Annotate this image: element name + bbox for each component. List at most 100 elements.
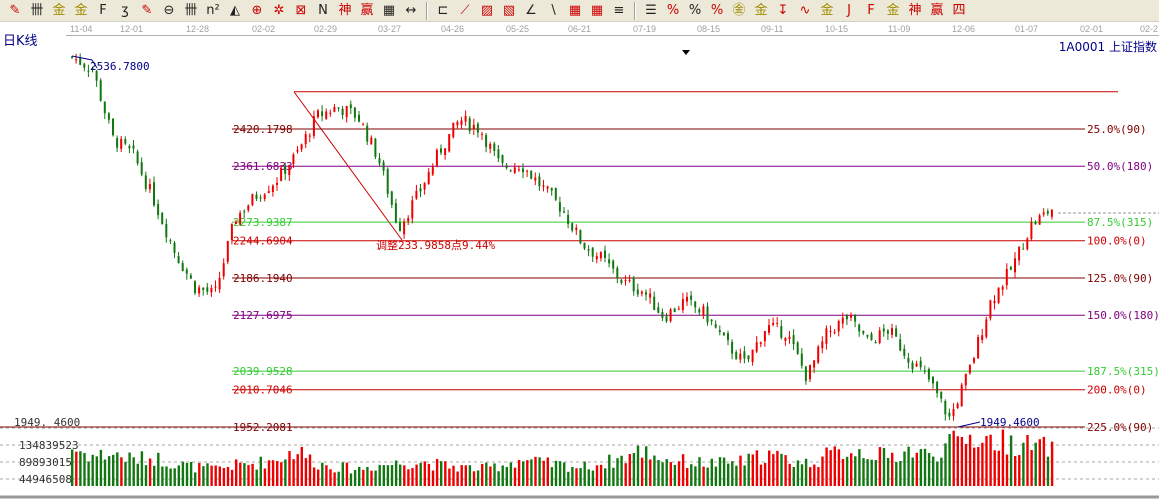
spiral-icon[interactable]: ʒ [121, 2, 129, 18]
volume-bar [144, 465, 148, 486]
candle-body [407, 218, 410, 222]
line-icon[interactable]: ∖ [548, 2, 558, 18]
gann-fan-icon[interactable]: ▧ [502, 2, 516, 18]
volume-bar [468, 465, 472, 486]
volume-bar [247, 465, 250, 486]
candle-body [739, 353, 742, 360]
star-grid-icon[interactable]: ✲ [273, 2, 285, 18]
volume-bar [411, 468, 414, 486]
candle-body [296, 149, 299, 152]
volume-bar [173, 468, 176, 486]
volume-bar [640, 457, 644, 486]
volume-bar [206, 463, 209, 486]
box-grid-icon[interactable]: ⊠ [295, 2, 307, 18]
price-axis-label: 1949. 4600 [14, 416, 80, 429]
volume-bar [759, 464, 763, 486]
percent-fan-icon[interactable]: % [666, 2, 680, 18]
target-icon[interactable]: ⊕ [251, 2, 263, 18]
candle-body [161, 212, 164, 225]
volume-bar [575, 468, 578, 486]
candle-body [345, 105, 348, 118]
shen-angle-icon[interactable]: 神 [908, 2, 922, 18]
fibonacci-f-icon[interactable]: F [99, 2, 107, 18]
candle-body [702, 306, 705, 316]
candle-body [763, 330, 766, 342]
volume-bar [431, 470, 435, 486]
arrow-marker-icon[interactable]: ↧ [777, 2, 789, 18]
grid-icon[interactable]: ▦ [568, 2, 582, 18]
candle-body [599, 252, 602, 259]
marker-icon[interactable]: ✎ [141, 2, 153, 18]
candle-body [591, 247, 594, 257]
channels-icon[interactable]: ≡ [613, 2, 625, 18]
triangle-icon[interactable]: ◭ [230, 2, 240, 18]
volume-bar [526, 460, 529, 486]
candle-body [940, 391, 943, 399]
volume-bar [649, 459, 652, 486]
volume-bar [79, 451, 82, 486]
gann-box-icon[interactable]: ▨ [480, 2, 494, 18]
volume-bar [161, 466, 164, 486]
parallel-lines-icon[interactable]: 卌 [30, 2, 44, 18]
volume-bar [226, 466, 230, 486]
date-tick: 11-04 [70, 24, 93, 34]
pen-icon[interactable]: ✎ [9, 2, 21, 18]
candle-body [534, 177, 537, 181]
sine-icon[interactable]: ∿ [799, 2, 811, 18]
ying-icon[interactable]: 赢 [360, 2, 374, 18]
volume-axis-label: 44946508 [19, 473, 72, 486]
j-angle-icon[interactable]: J [847, 2, 851, 18]
candle-body [259, 197, 262, 199]
volume-bar [435, 458, 439, 486]
gold-circle-icon[interactable]: ㊎ [732, 2, 746, 18]
gold-line-icon[interactable]: 金 [820, 2, 834, 18]
candle-body [198, 287, 201, 294]
volume-bar [907, 446, 910, 486]
volume-bar [645, 446, 648, 486]
cycle-lines-icon[interactable]: 卌 [184, 2, 198, 18]
percent-levels-icon[interactable]: % [710, 2, 724, 18]
percent-lines-icon[interactable]: ☰ [645, 2, 657, 18]
box-icon[interactable]: ⊏ [437, 2, 449, 18]
candle-body [747, 355, 750, 360]
f-angle-icon[interactable]: F [867, 2, 875, 18]
gold-levels-icon[interactable]: 金 [754, 2, 768, 18]
candle-body [595, 256, 598, 260]
volume-bar [493, 463, 496, 486]
volume-bar [973, 447, 976, 486]
shen-icon[interactable]: 神 [338, 2, 352, 18]
candle-body [489, 144, 492, 149]
percent-icon[interactable]: % [688, 2, 702, 18]
candle-body [542, 185, 545, 187]
candle-body [895, 328, 898, 337]
candle-body [337, 107, 340, 109]
volume-bar [448, 468, 451, 486]
circle-cycle-icon[interactable]: ⊖ [163, 2, 175, 18]
volume-bar [567, 471, 570, 486]
angle-icon[interactable]: ∠ [525, 2, 537, 18]
gold-ratio-2-icon[interactable]: 金 [74, 2, 88, 18]
volume-bar [977, 447, 980, 486]
date-tick: 02-02 [252, 24, 276, 34]
ruler-icon[interactable]: ▦ [382, 2, 396, 18]
candle-body [276, 182, 278, 185]
wave-icon[interactable]: N [318, 2, 328, 18]
candle-body [993, 300, 996, 304]
fan-icon[interactable]: ⟋ [460, 2, 470, 18]
ying-angle-icon[interactable]: 赢 [930, 2, 944, 18]
gold-ratio-icon[interactable]: 金 [52, 2, 66, 18]
volume-bar [501, 465, 504, 486]
volume-bar [927, 453, 931, 486]
date-tick: 02-29 [314, 24, 338, 34]
square-cycle-icon[interactable]: n² [206, 2, 220, 18]
volume-bar [714, 466, 718, 486]
candle-body [435, 149, 438, 166]
volume-bar [895, 462, 898, 486]
four-angle-icon[interactable]: 四 [952, 2, 966, 18]
candle-body [476, 123, 479, 133]
width-icon[interactable]: ↔ [405, 2, 417, 18]
grid-2-icon[interactable]: ▦ [590, 2, 604, 18]
gold-angle-icon[interactable]: 金 [886, 2, 900, 18]
